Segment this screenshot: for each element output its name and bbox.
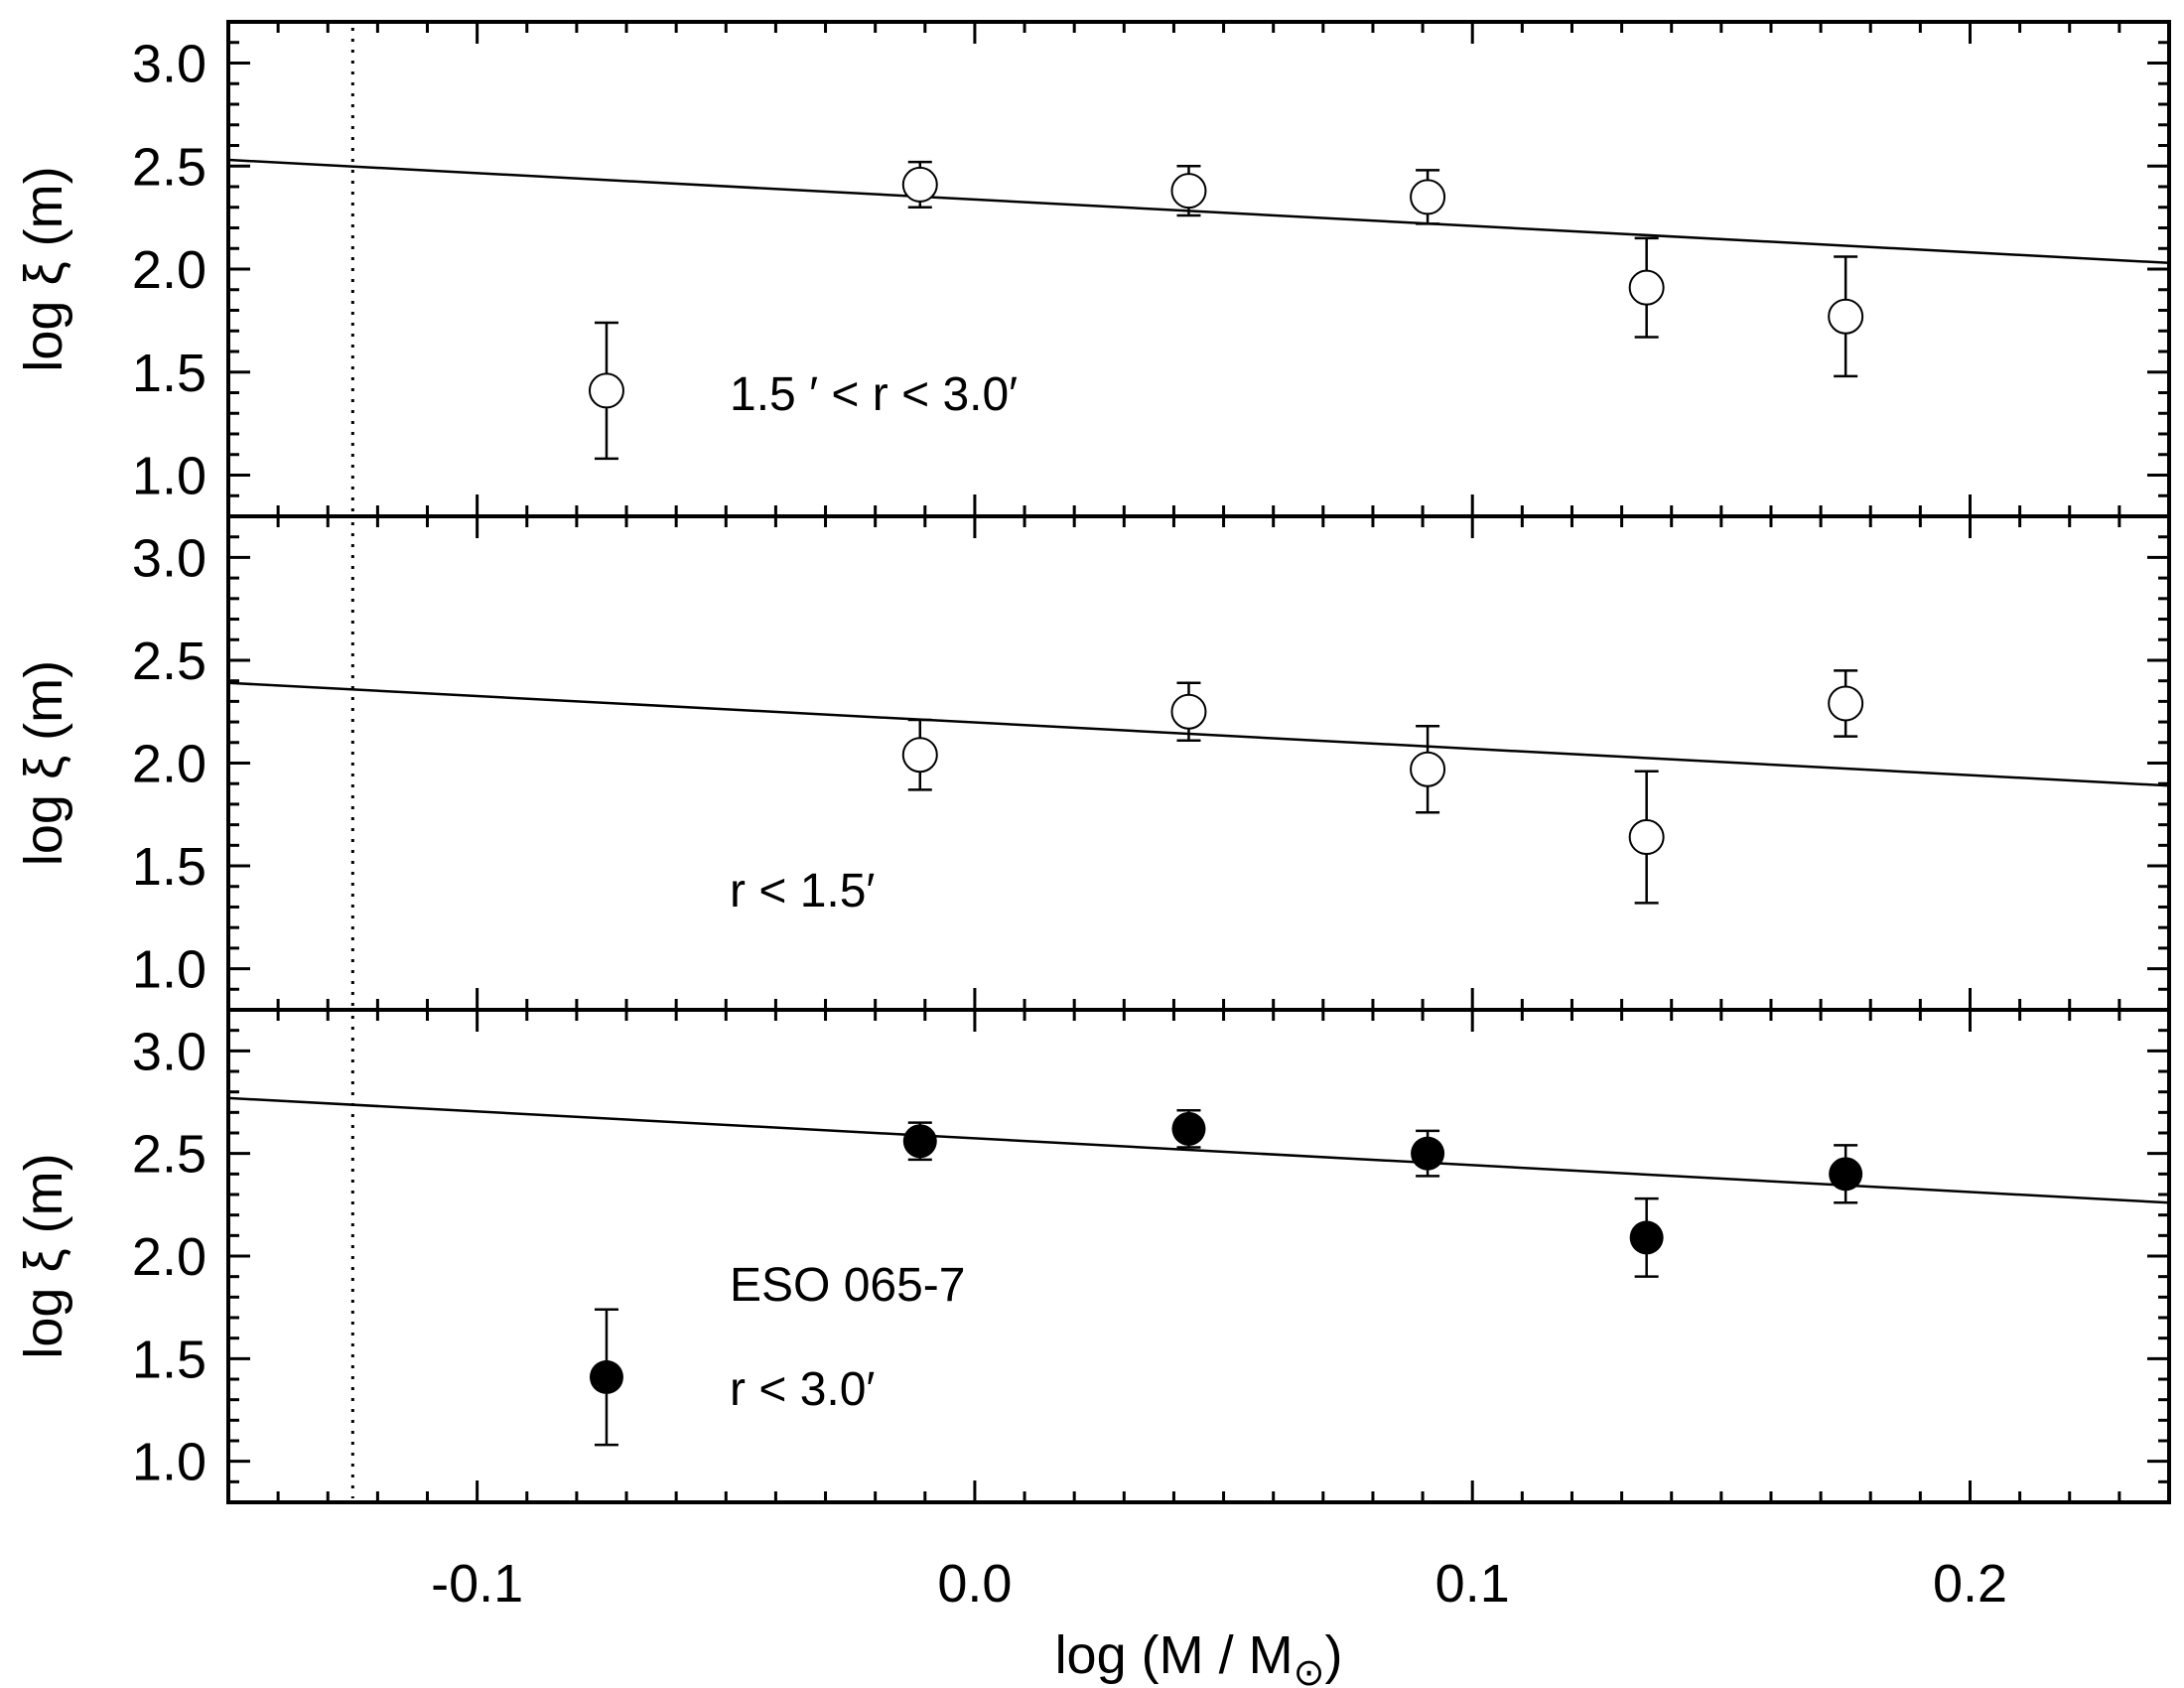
fit-line [227, 158, 2170, 265]
x-axis-title-close: ) [1324, 1625, 1342, 1685]
data-point [1829, 1144, 1863, 1204]
data-point [1410, 169, 1446, 225]
y-tick-label: 1.5 [132, 1330, 206, 1389]
y-tick-label: 1.0 [132, 447, 206, 506]
y-axis-title: log ξ (m) [14, 166, 73, 371]
y-tick-label: 1.0 [132, 1433, 206, 1492]
annotation-label: r < 3.0′ [730, 1363, 875, 1416]
y-tick-label: 2.5 [132, 632, 206, 691]
y-tick-label: 1.0 [132, 940, 206, 1000]
x-tick-label: 0.0 [937, 1554, 1012, 1614]
panel-1: 1.0 1.5 2.0 2.5 3.0 log ξ (m) 1.5 ′ < r < 3.0′ [14, 20, 2171, 518]
panel-frame [226, 1008, 2171, 1504]
open-circle-marker [1628, 269, 1665, 306]
filled-circle-marker [589, 1359, 623, 1394]
open-circle-marker [901, 737, 938, 774]
data-point [1411, 1129, 1445, 1178]
open-circle-marker [1410, 751, 1446, 787]
data-point [902, 1121, 937, 1162]
y-tick-label: 2.0 [132, 735, 206, 794]
y-tick-label: 3.0 [132, 528, 206, 588]
y-tick-label: 2.0 [132, 240, 206, 300]
y-tick-label: 1.5 [132, 344, 206, 403]
data-point [1170, 681, 1207, 742]
data-point [1629, 1196, 1664, 1278]
annotation-label: 1.5 ′ < r < 3.0′ [730, 368, 1018, 421]
data-point [588, 321, 624, 461]
x-tick-label: 0.2 [1933, 1554, 2007, 1614]
x-axis-title-subscript: ⊙ [1294, 1652, 1325, 1688]
annotation-label: ESO 065-7 [730, 1259, 965, 1312]
panel-frame [226, 20, 2171, 518]
x-tick-label: -0.1 [431, 1554, 523, 1614]
panel-frame [226, 514, 2171, 1012]
x-axis: log (M / M⊙) -0.1 0.0 0.1 0.2 [431, 1554, 2007, 1688]
open-circle-marker [1628, 819, 1665, 856]
open-circle-marker [1828, 298, 1864, 335]
filled-circle-marker [1829, 1157, 1863, 1192]
filled-circle-marker [1411, 1136, 1445, 1171]
data-point [901, 160, 938, 209]
open-circle-marker [588, 372, 624, 409]
open-circle-marker [1170, 173, 1207, 210]
fit-line [227, 1096, 2170, 1204]
open-circle-marker [1410, 179, 1446, 215]
x-axis-title-main: log (M / M [1055, 1625, 1294, 1685]
panels: 1.0 1.5 2.0 2.5 3.0 log ξ (m) 1.5 ′ < r < 3.0′… [14, 20, 2171, 1504]
data-point [1171, 1109, 1206, 1149]
x-tick-label: 0.1 [1435, 1554, 1510, 1614]
open-circle-marker [1828, 685, 1864, 722]
open-circle-marker [1170, 693, 1207, 730]
data-point [1828, 669, 1864, 738]
y-axis-title: log ξ (m) [14, 1153, 73, 1358]
y-tick-label: 3.0 [132, 35, 206, 94]
y-tick-label: 1.5 [132, 837, 206, 897]
panel-3: 1.0 1.5 2.0 2.5 3.0 log ξ (m) ESO 065-7 r < 3.0… [14, 1008, 2171, 1504]
annotation-label: r < 1.5′ [730, 865, 875, 917]
data-point [589, 1308, 623, 1447]
data-point [901, 718, 938, 791]
y-tick-label: 3.0 [132, 1022, 206, 1081]
y-tick-label: 2.0 [132, 1227, 206, 1287]
data-point [1828, 255, 1864, 378]
panel-2: 1.0 1.5 2.0 2.5 3.0 log ξ (m) r < 1.5′ [14, 514, 2171, 1012]
filled-circle-marker [1629, 1220, 1664, 1255]
data-point [1410, 724, 1446, 814]
data-point [1628, 770, 1665, 905]
open-circle-marker [901, 166, 938, 203]
filled-circle-marker [1171, 1111, 1206, 1146]
y-tick-label: 2.5 [132, 137, 206, 197]
filled-circle-marker [902, 1124, 937, 1159]
data-point [1628, 236, 1665, 339]
data-point [1170, 165, 1207, 217]
y-tick-label: 2.5 [132, 1125, 206, 1185]
y-axis-title: log ξ (m) [14, 660, 73, 866]
x-axis-title: log (M / M⊙) [1055, 1625, 1343, 1688]
fit-line [227, 681, 2170, 787]
